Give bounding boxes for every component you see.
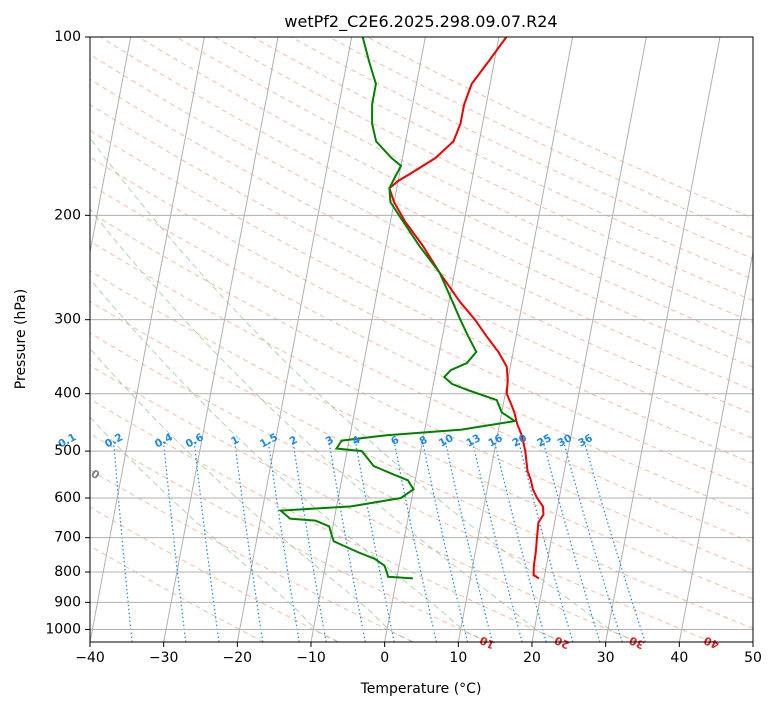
- dry-adiabat-line: [90, 103, 753, 439]
- y-axis-label: Pressure (hPa): [13, 289, 29, 389]
- mixing-ratio-line: [193, 440, 220, 642]
- moist-adiabat-line: [90, 278, 488, 642]
- y-tick-label: 200: [54, 207, 81, 223]
- mixing-ratio-line: [493, 440, 547, 642]
- x-tick-label: 10: [449, 650, 467, 666]
- isotherm-line: [457, 37, 574, 642]
- x-tick-label: −30: [149, 650, 179, 666]
- x-axis: −40 −30 −20 −10 0 10 20 30 40 50: [75, 642, 762, 666]
- y-axis: 100 200 300 400 500 600 700 800 900 1000: [45, 29, 90, 637]
- x-tick-label: 50: [744, 650, 762, 666]
- background-lines: [90, 37, 753, 642]
- mixing-ratio-line: [162, 440, 187, 642]
- sounding-profiles: [278, 37, 545, 580]
- y-tick-label: 700: [54, 530, 81, 546]
- mixing-ratio-line: [471, 440, 523, 642]
- x-tick-label: 20: [523, 650, 541, 666]
- x-tick-label: 0: [380, 650, 389, 666]
- y-tick-label: 600: [54, 490, 81, 506]
- y-tick-label: 400: [54, 386, 81, 402]
- dry-adiabat-line: [366, 37, 753, 219]
- mixing-ratio-line: [421, 440, 469, 642]
- dry-adiabat-line: [100, 37, 753, 368]
- dewpoint-line: [278, 37, 518, 580]
- mixing-ratio-line: [517, 440, 574, 642]
- moist-adiabat-line: [90, 137, 638, 642]
- isotherm-line: [384, 37, 500, 642]
- isobar-gridlines: [90, 37, 753, 630]
- dry-adiabat-line: [90, 129, 753, 464]
- moist-adiabat-line: [90, 208, 563, 642]
- isotherm-line: [531, 37, 647, 642]
- dry-adiabat-line: [90, 78, 753, 415]
- mixing-ratio-line: [113, 440, 133, 642]
- y-tick-label: 800: [54, 564, 81, 580]
- y-tick-label: 500: [54, 443, 81, 459]
- x-tick-label: −40: [75, 650, 105, 666]
- isotherm-line: [90, 37, 205, 642]
- mixing-ratio-line: [562, 440, 623, 642]
- y-tick-label: 1000: [45, 621, 81, 637]
- mixing-ratio-line: [444, 440, 493, 642]
- isotherm-line: [678, 249, 753, 642]
- dry-adiabat-line: [90, 240, 753, 571]
- dry-adiabat-line: [214, 37, 753, 302]
- isotherm-line: [90, 37, 132, 255]
- x-tick-label: −20: [223, 650, 253, 666]
- plot-area: [90, 37, 753, 642]
- x-axis-label: Temperature (°C): [360, 681, 482, 697]
- mixing-ratio-line: [233, 440, 264, 642]
- dry-adiabat-line: [328, 37, 753, 239]
- dry-adiabat-line: [252, 37, 753, 280]
- isotherm-line: [310, 37, 426, 642]
- y-tick-label: 100: [54, 29, 81, 45]
- dry-adiabat-line: [90, 211, 753, 544]
- dry-adiabat-line: [90, 270, 753, 600]
- x-tick-label: −10: [296, 650, 326, 666]
- isotherm-line: [163, 37, 279, 642]
- y-tick-label: 900: [54, 594, 81, 610]
- y-tick-label: 300: [54, 312, 81, 328]
- dry-adiabat-line: [138, 37, 753, 345]
- plot-frame: [89, 36, 754, 643]
- isotherm-line: [605, 37, 721, 642]
- temperature-line: [388, 37, 545, 580]
- isotherm-line: [236, 37, 353, 642]
- x-tick-label: 30: [597, 650, 615, 666]
- chart-title: wetPf2_C2E6.2025.298.09.07.R24: [284, 12, 557, 32]
- moist-adiabat-line: [90, 347, 414, 642]
- mixing-ratio-line: [542, 440, 601, 642]
- dry-adiabat-line: [90, 398, 563, 642]
- dry-adiabat-line: [90, 433, 488, 642]
- x-tick-label: 40: [670, 650, 688, 666]
